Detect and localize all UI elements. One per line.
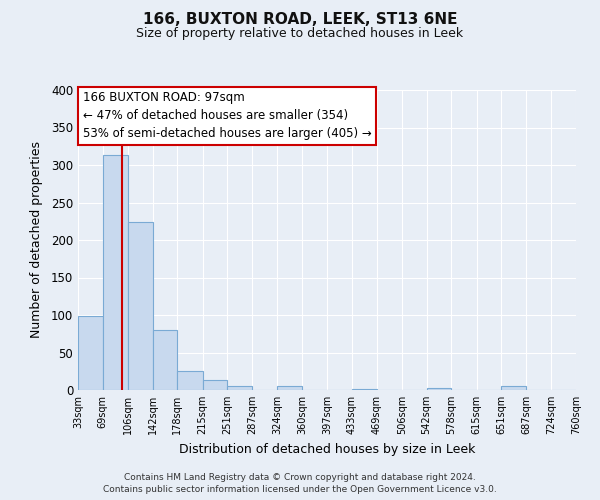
Bar (277, 386, 302, 390)
Bar (352, 389, 377, 390)
Bar (203, 380, 227, 390)
Text: Contains public sector information licensed under the Open Government Licence v3: Contains public sector information licen… (103, 485, 497, 494)
Y-axis label: Number of detached properties: Number of detached properties (29, 142, 43, 338)
Bar (103, 155, 128, 390)
Bar (427, 388, 451, 390)
Bar (502, 386, 526, 390)
Text: 166, BUXTON ROAD, LEEK, ST13 6NE: 166, BUXTON ROAD, LEEK, ST13 6NE (143, 12, 457, 28)
X-axis label: Distribution of detached houses by size in Leek: Distribution of detached houses by size … (179, 442, 475, 456)
Bar (227, 386, 252, 390)
Bar (178, 371, 203, 390)
Bar (128, 222, 152, 390)
Text: Contains HM Land Registry data © Crown copyright and database right 2024.: Contains HM Land Registry data © Crown c… (124, 472, 476, 482)
Bar (78, 316, 103, 390)
Text: Size of property relative to detached houses in Leek: Size of property relative to detached ho… (136, 28, 464, 40)
Bar (152, 330, 178, 390)
Text: 166 BUXTON ROAD: 97sqm
← 47% of detached houses are smaller (354)
53% of semi-de: 166 BUXTON ROAD: 97sqm ← 47% of detached… (83, 92, 372, 140)
